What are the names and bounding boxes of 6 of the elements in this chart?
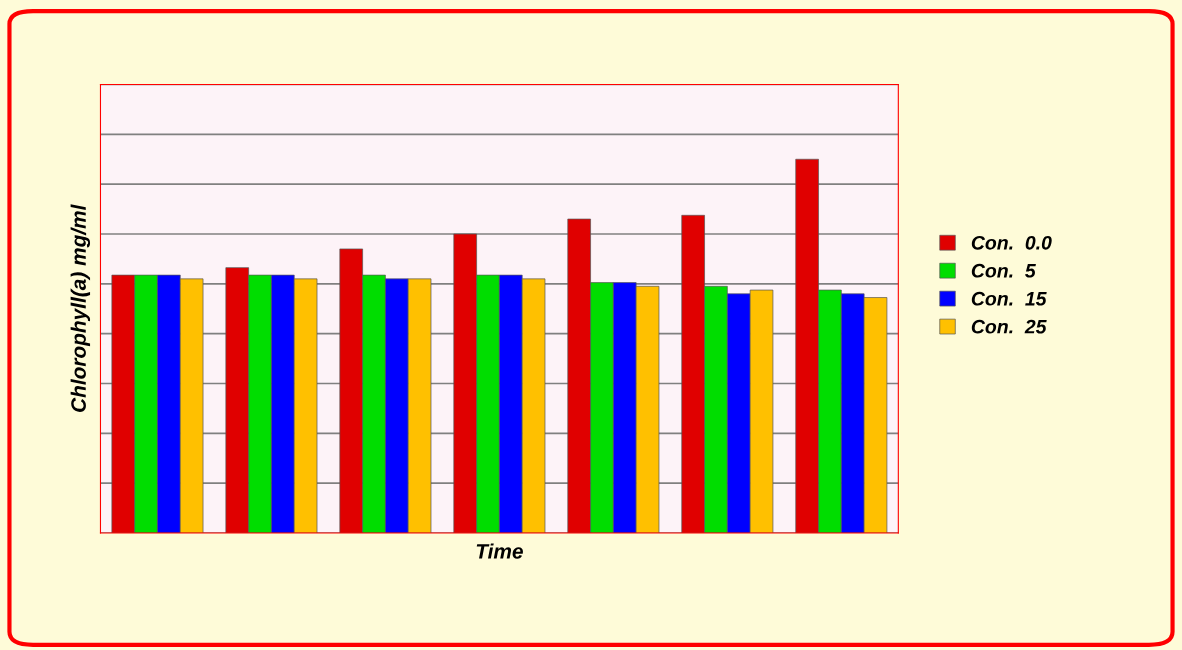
y-axis-title: Chlorophyll(a) mg/ml	[70, 204, 91, 412]
legend-label: Con. 5	[971, 263, 1036, 278]
legend-label: Con. 0.0	[971, 235, 1052, 250]
x-axis-title: Time	[476, 543, 523, 559]
legend-label: Con. 15	[971, 291, 1047, 306]
legend-label: Con. 25	[971, 319, 1047, 334]
